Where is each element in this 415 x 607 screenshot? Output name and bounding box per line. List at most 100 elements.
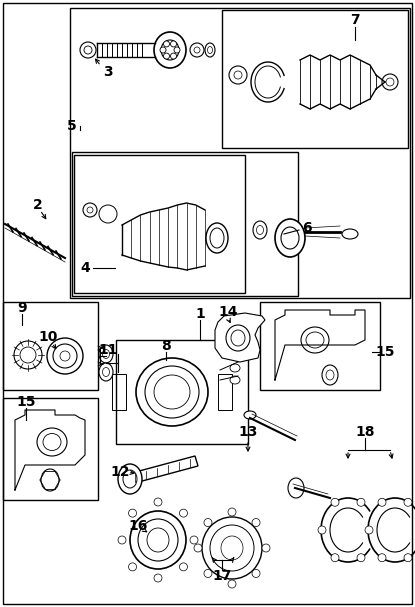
Text: 6: 6 xyxy=(302,221,312,235)
Circle shape xyxy=(179,563,188,571)
Circle shape xyxy=(228,508,236,516)
Bar xyxy=(116,340,248,444)
Ellipse shape xyxy=(256,225,264,234)
Circle shape xyxy=(80,42,96,58)
Ellipse shape xyxy=(123,470,137,488)
Bar xyxy=(222,10,408,148)
Circle shape xyxy=(14,341,42,369)
Ellipse shape xyxy=(118,464,142,494)
Circle shape xyxy=(154,574,162,582)
Ellipse shape xyxy=(221,536,243,560)
Circle shape xyxy=(179,509,188,517)
Ellipse shape xyxy=(210,525,254,571)
Circle shape xyxy=(171,41,176,47)
Text: 12: 12 xyxy=(110,465,130,479)
Circle shape xyxy=(234,71,242,79)
Ellipse shape xyxy=(136,358,208,426)
Circle shape xyxy=(87,207,93,213)
Circle shape xyxy=(331,498,339,506)
Ellipse shape xyxy=(275,219,305,257)
Text: 15: 15 xyxy=(375,345,395,359)
Bar xyxy=(112,374,126,410)
Ellipse shape xyxy=(145,366,199,418)
Circle shape xyxy=(20,347,36,363)
Text: 5: 5 xyxy=(67,119,77,133)
Circle shape xyxy=(83,203,97,217)
Circle shape xyxy=(318,526,326,534)
Ellipse shape xyxy=(154,32,186,68)
Circle shape xyxy=(357,498,365,506)
Circle shape xyxy=(53,344,77,368)
Ellipse shape xyxy=(41,469,59,491)
Ellipse shape xyxy=(154,375,190,409)
Ellipse shape xyxy=(301,327,329,353)
Circle shape xyxy=(204,518,212,526)
Circle shape xyxy=(47,338,83,374)
Bar xyxy=(218,374,232,410)
Bar xyxy=(72,152,298,296)
Text: 14: 14 xyxy=(218,305,238,319)
Circle shape xyxy=(262,544,270,552)
Ellipse shape xyxy=(244,411,256,419)
Ellipse shape xyxy=(103,367,110,376)
Ellipse shape xyxy=(306,332,324,348)
Ellipse shape xyxy=(138,519,178,561)
Ellipse shape xyxy=(99,345,113,363)
Circle shape xyxy=(204,569,212,577)
Circle shape xyxy=(229,66,247,84)
Circle shape xyxy=(365,526,373,534)
Text: 1: 1 xyxy=(195,307,205,321)
Circle shape xyxy=(60,351,70,361)
Bar xyxy=(70,8,410,298)
Bar xyxy=(74,155,245,293)
Circle shape xyxy=(171,53,176,59)
Text: 7: 7 xyxy=(350,13,360,27)
Circle shape xyxy=(84,46,92,54)
Ellipse shape xyxy=(43,433,61,450)
Ellipse shape xyxy=(342,229,358,239)
Circle shape xyxy=(174,47,180,53)
Circle shape xyxy=(194,47,200,53)
Ellipse shape xyxy=(202,517,262,579)
Text: 18: 18 xyxy=(355,425,375,439)
Circle shape xyxy=(382,74,398,90)
Circle shape xyxy=(378,554,386,561)
Ellipse shape xyxy=(230,364,240,372)
Text: 11: 11 xyxy=(98,343,118,357)
Circle shape xyxy=(228,580,236,588)
Ellipse shape xyxy=(99,363,113,381)
Circle shape xyxy=(129,563,137,571)
Polygon shape xyxy=(215,313,265,362)
Text: 13: 13 xyxy=(238,425,258,439)
Circle shape xyxy=(194,544,202,552)
Circle shape xyxy=(357,554,365,561)
Circle shape xyxy=(404,498,412,506)
Circle shape xyxy=(118,536,126,544)
Circle shape xyxy=(386,78,394,86)
Ellipse shape xyxy=(326,370,334,380)
Text: 15: 15 xyxy=(16,395,36,409)
Ellipse shape xyxy=(322,365,338,385)
Ellipse shape xyxy=(130,511,186,569)
Circle shape xyxy=(190,43,204,57)
Text: 2: 2 xyxy=(33,198,43,212)
Ellipse shape xyxy=(147,528,169,552)
Circle shape xyxy=(404,554,412,561)
Text: 16: 16 xyxy=(128,519,148,533)
Ellipse shape xyxy=(37,428,67,456)
Ellipse shape xyxy=(205,43,215,57)
Circle shape xyxy=(160,47,166,53)
Ellipse shape xyxy=(103,350,110,359)
Circle shape xyxy=(164,41,169,47)
Text: 10: 10 xyxy=(38,330,58,344)
Circle shape xyxy=(190,536,198,544)
Circle shape xyxy=(154,498,162,506)
Circle shape xyxy=(378,498,386,506)
Bar xyxy=(3,398,98,500)
Ellipse shape xyxy=(210,228,224,248)
Text: 3: 3 xyxy=(103,65,113,79)
Text: 9: 9 xyxy=(17,301,27,315)
Ellipse shape xyxy=(288,478,304,498)
Ellipse shape xyxy=(208,47,212,53)
Ellipse shape xyxy=(253,221,267,239)
